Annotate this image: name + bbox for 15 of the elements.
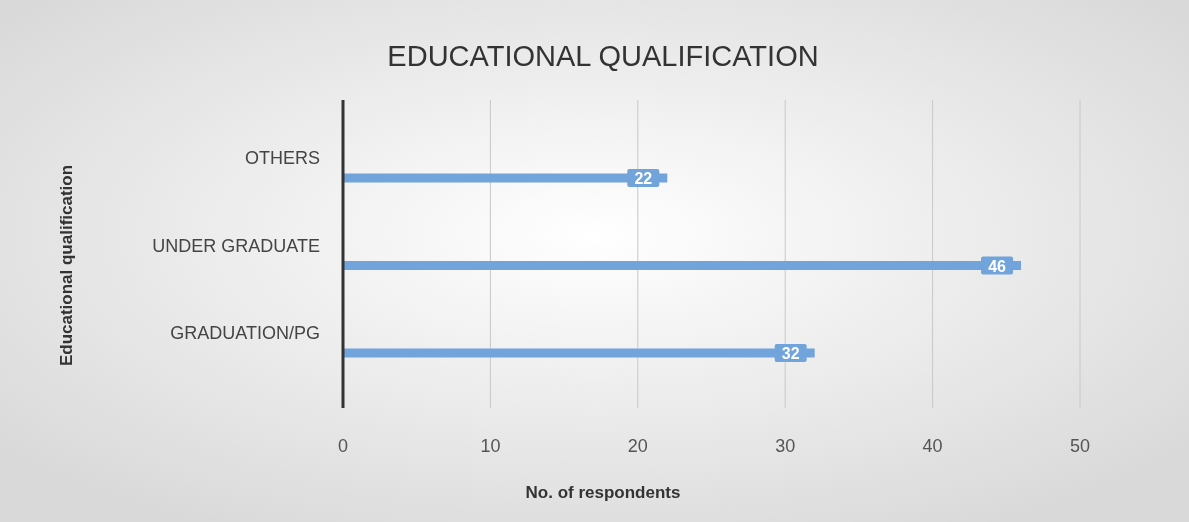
y-tick-label: GRADUATION/PG — [170, 323, 320, 343]
x-tick-label: 50 — [1069, 436, 1091, 456]
x-tick-label: 20 — [627, 436, 648, 456]
chart-title: EDUCATIONAL QUALIFICATION — [387, 40, 819, 72]
x-tick-label: 10 — [480, 436, 501, 456]
data-label: 22 — [634, 170, 653, 187]
x-axis-title: No. of respondents — [525, 483, 681, 502]
x-tick-label: 30 — [775, 436, 796, 456]
data-label: 46 — [988, 257, 1007, 275]
y-tick-label: UNDER GRADUATE — [152, 235, 320, 256]
data-label: 32 — [781, 345, 800, 362]
x-tick-label: 0 — [337, 436, 349, 456]
x-tick-label: 40 — [922, 436, 943, 456]
y-axis-title: Educational qualification — [57, 164, 76, 367]
y-tick-label: OTHERS — [244, 148, 320, 168]
